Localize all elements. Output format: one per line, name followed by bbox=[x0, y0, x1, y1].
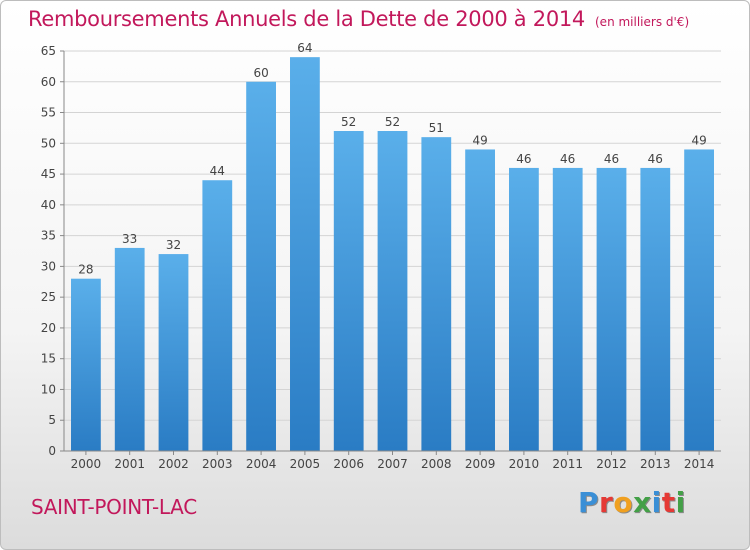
y-tick-label: 50 bbox=[41, 136, 56, 150]
y-tick-label: 45 bbox=[41, 167, 56, 181]
bar-2012 bbox=[596, 167, 627, 451]
y-tick-label: 0 bbox=[48, 444, 56, 458]
data-label: 52 bbox=[385, 115, 400, 129]
y-tick-label: 30 bbox=[41, 259, 56, 273]
bars: 28 33 32 44 60 64 52 52 51 49 46 46 46 46 49 bbox=[71, 41, 714, 452]
bar-2003 bbox=[202, 180, 233, 451]
bar-2011 bbox=[552, 167, 583, 451]
x-tick-label: 2012 bbox=[596, 457, 627, 471]
bar-2009 bbox=[465, 149, 495, 451]
x-tick-label: 2000 bbox=[71, 457, 102, 471]
y-tick-label: 35 bbox=[41, 229, 56, 243]
data-label: 52 bbox=[341, 115, 356, 129]
data-label: 46 bbox=[604, 152, 619, 166]
y-tick-label: 60 bbox=[41, 75, 56, 89]
logo-letter: i bbox=[675, 486, 686, 519]
bar-2007 bbox=[377, 131, 408, 451]
logo-letter: t bbox=[661, 486, 676, 519]
bar-2014 bbox=[684, 149, 714, 451]
data-label: 44 bbox=[210, 164, 225, 178]
y-tick-label: 25 bbox=[41, 290, 56, 304]
y-tick-label: 20 bbox=[41, 321, 56, 335]
x-tick-label: 2001 bbox=[114, 457, 145, 471]
data-label: 64 bbox=[297, 41, 312, 55]
x-tick-label: 2004 bbox=[246, 457, 277, 471]
bar-2002 bbox=[158, 254, 189, 451]
x-tick-label: 2005 bbox=[290, 457, 321, 471]
data-label: 51 bbox=[429, 121, 444, 135]
logo-letter: x bbox=[633, 486, 652, 519]
y-tick-label: 5 bbox=[48, 413, 56, 427]
logo-letter: P bbox=[578, 486, 600, 519]
bar-2010 bbox=[509, 167, 539, 451]
x-tick-label: 2006 bbox=[333, 457, 364, 471]
logo-letter: o bbox=[613, 486, 634, 519]
chart-subtitle: (en milliers d'€) bbox=[595, 15, 690, 29]
x-tick-label: 2010 bbox=[509, 457, 540, 471]
logo-letter: i bbox=[651, 486, 662, 519]
y-axis: 0 5 10 15 20 25 30 35 40 45 50 55 60 65 bbox=[41, 44, 65, 458]
y-tick-label: 65 bbox=[41, 44, 56, 58]
bar-2013 bbox=[640, 167, 671, 451]
data-label: 46 bbox=[648, 152, 663, 166]
y-tick-label: 10 bbox=[41, 382, 56, 396]
x-tick-label: 2009 bbox=[465, 457, 496, 471]
y-tick-label: 15 bbox=[41, 352, 56, 366]
y-tick-label: 40 bbox=[41, 198, 56, 212]
x-tick-label: 2008 bbox=[421, 457, 452, 471]
x-tick-label: 2011 bbox=[552, 457, 583, 471]
commune-name: SAINT-POINT-LAC bbox=[31, 495, 197, 519]
x-tick-label: 2002 bbox=[158, 457, 189, 471]
data-label: 28 bbox=[78, 263, 93, 277]
bar-2004 bbox=[246, 81, 276, 452]
bar-2000 bbox=[71, 278, 101, 451]
bar-2006 bbox=[333, 131, 364, 451]
bar-2008 bbox=[421, 137, 452, 451]
proxiti-logo: Proxiti bbox=[578, 486, 686, 519]
data-label: 49 bbox=[691, 133, 706, 147]
x-tick-label: 2013 bbox=[640, 457, 671, 471]
x-tick-label: 2014 bbox=[684, 457, 715, 471]
chart-title: Remboursements Annuels de la Dette de 20… bbox=[28, 7, 690, 31]
x-tick-label: 2007 bbox=[377, 457, 408, 471]
data-label: 32 bbox=[166, 238, 181, 252]
x-tick-label: 2003 bbox=[202, 457, 233, 471]
x-axis: 2000 2001 2002 2003 2004 2005 2006 2007 2008 2009… bbox=[64, 450, 721, 471]
data-label: 49 bbox=[472, 133, 487, 147]
bar-2005 bbox=[290, 57, 320, 452]
bar-2001 bbox=[114, 247, 145, 451]
data-label: 33 bbox=[122, 232, 137, 246]
logo-letter: r bbox=[599, 486, 614, 519]
data-label: 46 bbox=[560, 152, 575, 166]
y-tick-label: 55 bbox=[41, 106, 56, 120]
data-label: 60 bbox=[253, 66, 268, 80]
data-label: 46 bbox=[516, 152, 531, 166]
